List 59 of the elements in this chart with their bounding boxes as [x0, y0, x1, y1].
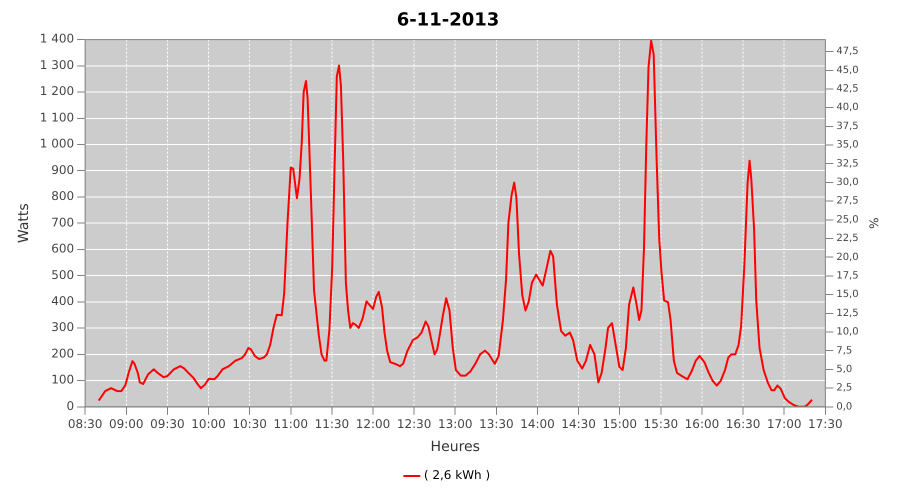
x-tick-label: 10:00	[191, 417, 226, 432]
y2-tick-label: 20,0	[836, 252, 859, 263]
y2-tick-label: 47,5	[836, 46, 859, 58]
y2-tick-label: 2,5	[836, 382, 852, 394]
y-tick-label: 1 300	[40, 58, 74, 72]
x-axis-title: Heures	[430, 439, 480, 456]
y2-tick-label: 7,5	[836, 345, 852, 356]
y2-axis-title: %	[866, 217, 881, 229]
y-tick-label: 700	[51, 215, 74, 230]
y-tick-label: 800	[51, 189, 74, 204]
x-tick-label: 17:00	[766, 417, 802, 432]
y-tick-label: 1 200	[40, 84, 74, 98]
x-tick-label: 12:30	[396, 417, 432, 432]
x-tick-label: 13:30	[479, 417, 514, 432]
y-tick-label: 1 400	[40, 32, 74, 46]
y2-tick-label: 37,5	[836, 120, 859, 132]
y2-tick-label: 42,5	[836, 84, 859, 95]
y2-tick-label: 32,5	[836, 158, 859, 170]
y-tick-label: 100	[51, 372, 74, 387]
y2-tick-label: 12,5	[836, 308, 859, 319]
y2-tick-label: 5,0	[836, 364, 852, 375]
y2-tick-label: 15,0	[836, 289, 859, 300]
y-tick-label: 500	[51, 268, 74, 282]
y2-tick-label: 17,5	[836, 270, 859, 282]
x-tick-label: 14:30	[561, 417, 596, 432]
x-tick-label: 11:00	[273, 417, 308, 432]
y-axis-title: Watts	[16, 203, 32, 244]
y-tick-label: 900	[51, 162, 74, 177]
y2-tick-label: 45,0	[836, 64, 859, 76]
y-tick-label: 600	[51, 242, 74, 256]
y-tick-label: 300	[51, 320, 74, 334]
x-tick-label: 14:00	[520, 417, 555, 432]
x-tick-label: 13:00	[438, 417, 473, 432]
x-tick-label: 16:00	[684, 417, 720, 432]
x-tick-label: 17:30	[808, 417, 843, 432]
y-tick-label: 1 100	[40, 110, 74, 124]
y-tick-label: 0	[66, 398, 74, 413]
y2-tick-label: 30,0	[836, 177, 859, 188]
y2-tick-label: 27,5	[836, 196, 859, 207]
y2-tick-label: 0,0	[836, 401, 852, 412]
chart-title: 6-11-2013	[396, 9, 500, 30]
y-tick-label: 1 000	[40, 136, 74, 151]
x-tick-label: 08:30	[68, 417, 102, 432]
x-tick-label: 15:30	[644, 417, 678, 432]
x-tick-label: 11:30	[314, 417, 350, 432]
y2-tick-label: 40,0	[836, 102, 859, 114]
x-tick-label: 12:00	[356, 417, 390, 432]
x-tick-label: 10:30	[232, 417, 267, 432]
y2-tick-label: 35,0	[836, 140, 859, 151]
x-tick-label: 09:30	[150, 417, 185, 432]
y2-tick-label: 22,5	[836, 233, 859, 244]
y2-tick-label: 10,0	[836, 326, 859, 338]
legend-label: ( 2,6 kWh )	[424, 468, 490, 482]
x-tick-label: 09:00	[108, 417, 144, 432]
y-tick-label: 200	[51, 346, 74, 360]
x-tick-label: 16:30	[726, 417, 760, 432]
y2-tick-label: 25,0	[836, 214, 859, 226]
x-tick-label: 15:00	[602, 417, 638, 432]
y-tick-label: 400	[51, 294, 74, 308]
